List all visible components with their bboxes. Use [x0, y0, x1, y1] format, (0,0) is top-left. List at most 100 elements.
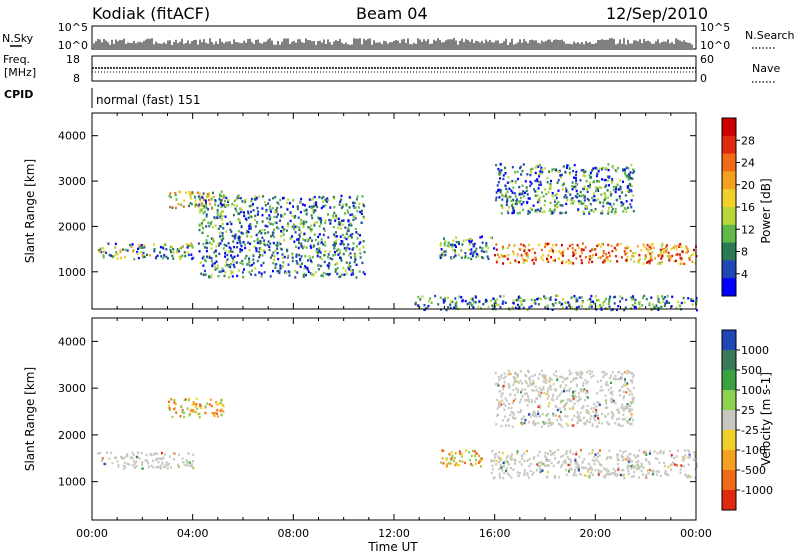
- data-cell: [448, 453, 451, 456]
- data-cell: [472, 243, 475, 246]
- data-cell: [455, 463, 458, 466]
- data-cell: [622, 458, 625, 462]
- data-cell: [226, 263, 229, 267]
- data-cell: [632, 168, 635, 171]
- data-cell: [630, 296, 633, 299]
- data-cell: [691, 253, 694, 256]
- data-cell: [612, 166, 615, 170]
- data-cell: [597, 198, 600, 201]
- data-cell: [163, 453, 166, 456]
- data-cell: [204, 273, 207, 276]
- data-cell: [327, 213, 330, 216]
- data-cell: [571, 394, 574, 398]
- data-cell: [337, 253, 340, 256]
- data-cell: [544, 199, 546, 203]
- data-cell: [223, 274, 226, 278]
- data-cell: [655, 304, 658, 307]
- data-cell: [517, 474, 520, 478]
- data-cell: [600, 212, 603, 215]
- data-cell: [507, 424, 510, 427]
- data-cell: [311, 208, 314, 212]
- data-cell: [495, 248, 498, 251]
- data-cell: [517, 298, 520, 302]
- data-cell: [507, 195, 509, 199]
- data-cell: [157, 466, 160, 469]
- data-cell: [256, 241, 259, 245]
- data-cell: [106, 451, 109, 454]
- data-cell: [501, 419, 504, 422]
- data-cell: [600, 186, 603, 190]
- data-cell: [616, 377, 619, 381]
- data-cell: [502, 476, 505, 480]
- data-cell: [207, 208, 210, 211]
- data-cell: [618, 394, 621, 397]
- data-cell: [268, 208, 271, 212]
- data-cell: [348, 247, 351, 251]
- data-cell: [174, 206, 177, 210]
- colorbar-tick-label: 1000: [741, 344, 769, 357]
- data-cell: [244, 198, 247, 202]
- data-cell: [300, 197, 303, 201]
- data-cell: [447, 461, 450, 465]
- data-cell: [545, 381, 547, 384]
- data-cell: [353, 201, 356, 205]
- data-cell: [526, 256, 529, 259]
- data-cell: [256, 221, 259, 225]
- data-cell: [344, 226, 347, 229]
- data-cell: [670, 453, 673, 457]
- data-cell: [289, 211, 292, 215]
- data-cell: [447, 306, 450, 309]
- data-cell: [460, 455, 463, 458]
- data-cell: [252, 209, 255, 212]
- data-cell: [333, 241, 336, 245]
- data-cell: [549, 201, 552, 205]
- data-cell: [598, 167, 601, 170]
- data-cell: [316, 254, 319, 258]
- data-cell: [555, 405, 558, 409]
- data-cell: [632, 252, 635, 255]
- data-cell: [172, 257, 175, 260]
- data-cell: [237, 238, 240, 241]
- data-cell: [498, 196, 501, 199]
- data-cell: [202, 192, 205, 195]
- data-cell: [536, 200, 539, 204]
- data-cell: [556, 378, 559, 382]
- data-cell: [322, 227, 325, 230]
- data-cell: [653, 450, 656, 453]
- data-cell: [613, 302, 616, 305]
- data-cell: [137, 256, 140, 260]
- data-cell: [532, 204, 535, 207]
- data-cell: [662, 450, 665, 453]
- data-cell: [604, 195, 607, 198]
- data-cell: [336, 262, 339, 265]
- data-cell: [128, 463, 130, 466]
- data-cell: [258, 271, 261, 274]
- data-cell: [654, 305, 657, 309]
- data-cell: [638, 449, 641, 452]
- data-cell: [561, 259, 564, 263]
- data-cell: [249, 214, 252, 218]
- data-cell: [341, 233, 344, 237]
- data-cell: [221, 222, 224, 226]
- data-cell: [504, 404, 507, 407]
- data-cell: [269, 275, 272, 278]
- data-cell: [594, 414, 597, 418]
- data-cell: [177, 202, 180, 206]
- data-cell: [203, 206, 206, 209]
- data-cell: [512, 209, 515, 212]
- data-cell: [576, 299, 579, 303]
- data-cell: [534, 179, 537, 183]
- data-cell: [545, 421, 548, 425]
- data-cell: [363, 204, 366, 208]
- data-cell: [579, 449, 582, 452]
- data-cell: [570, 296, 573, 299]
- data-cell: [213, 265, 216, 269]
- data-cell: [273, 255, 276, 258]
- data-cell: [531, 383, 534, 386]
- data-cell: [344, 269, 347, 272]
- data-cell: [505, 201, 508, 204]
- data-cell: [362, 271, 365, 274]
- data-cell: [626, 382, 629, 385]
- data-cell: [241, 271, 244, 274]
- data-cell: [108, 457, 111, 460]
